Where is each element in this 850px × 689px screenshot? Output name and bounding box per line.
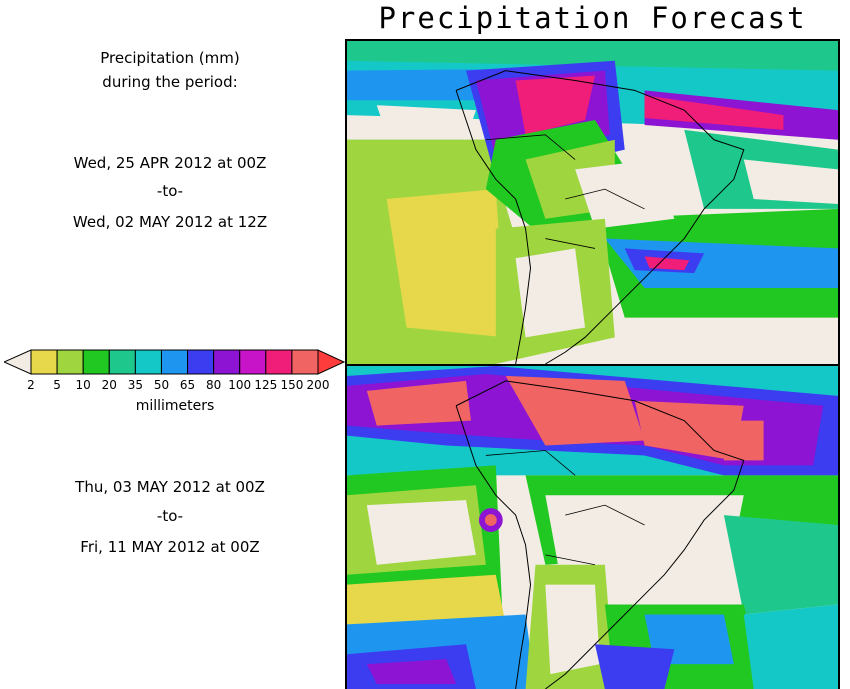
colorbar-cell	[187, 349, 215, 375]
period1-end: Wed, 02 MAY 2012 at 12Z	[72, 213, 268, 231]
colorbar-cell	[82, 349, 110, 375]
colorbar-tick-label: 100	[228, 378, 252, 392]
colorbar-cells	[30, 349, 319, 375]
colorbar-cell	[56, 349, 84, 375]
colorbar-tick-label: 5	[53, 378, 61, 392]
colorbar-low-arrow	[4, 349, 32, 375]
period-header-line1: Precipitation (mm)	[100, 49, 240, 67]
colorbar-cell	[291, 349, 319, 375]
forecast-map-period1	[345, 39, 840, 366]
colorbar-tick-label: 125	[254, 378, 278, 392]
colorbar-tick-label: 35	[127, 378, 143, 392]
colorbar-tick-label: 80	[205, 378, 222, 392]
colorbar-tick-label: 50	[153, 378, 170, 392]
colorbar-tick-label: 2	[27, 378, 35, 392]
period1-start: Wed, 25 APR 2012 at 00Z	[73, 154, 267, 172]
colorbar-tick-label: 200	[306, 378, 330, 392]
colorbar-tick-label: 20	[101, 378, 117, 392]
colorbar-cell	[134, 349, 162, 375]
colorbar-cell	[265, 349, 293, 375]
colorbar-tick-label: 10	[75, 378, 91, 392]
colorbar-cell	[30, 349, 58, 375]
colorbar-tick-label: 65	[179, 378, 196, 392]
colorbar-cell	[239, 349, 267, 375]
period2-separator: -to-	[156, 507, 184, 525]
period2-start: Thu, 03 MAY 2012 at 00Z	[75, 478, 265, 496]
colorbar-cell	[108, 349, 136, 375]
colorbar-high-arrow	[317, 349, 346, 375]
colorbar	[4, 349, 346, 375]
colorbar-unit: millimeters	[135, 398, 215, 414]
period-header-line2: during the period:	[102, 73, 238, 91]
map-title: Precipitation Forecast	[378, 1, 807, 35]
colorbar-cell	[160, 349, 189, 375]
colorbar-cell	[213, 349, 241, 375]
forecast-map-period2	[345, 364, 840, 689]
period1-separator: -to-	[156, 182, 184, 200]
period2-end: Fri, 11 MAY 2012 at 00Z	[80, 538, 260, 556]
colorbar-tick-label: 150	[280, 378, 304, 392]
